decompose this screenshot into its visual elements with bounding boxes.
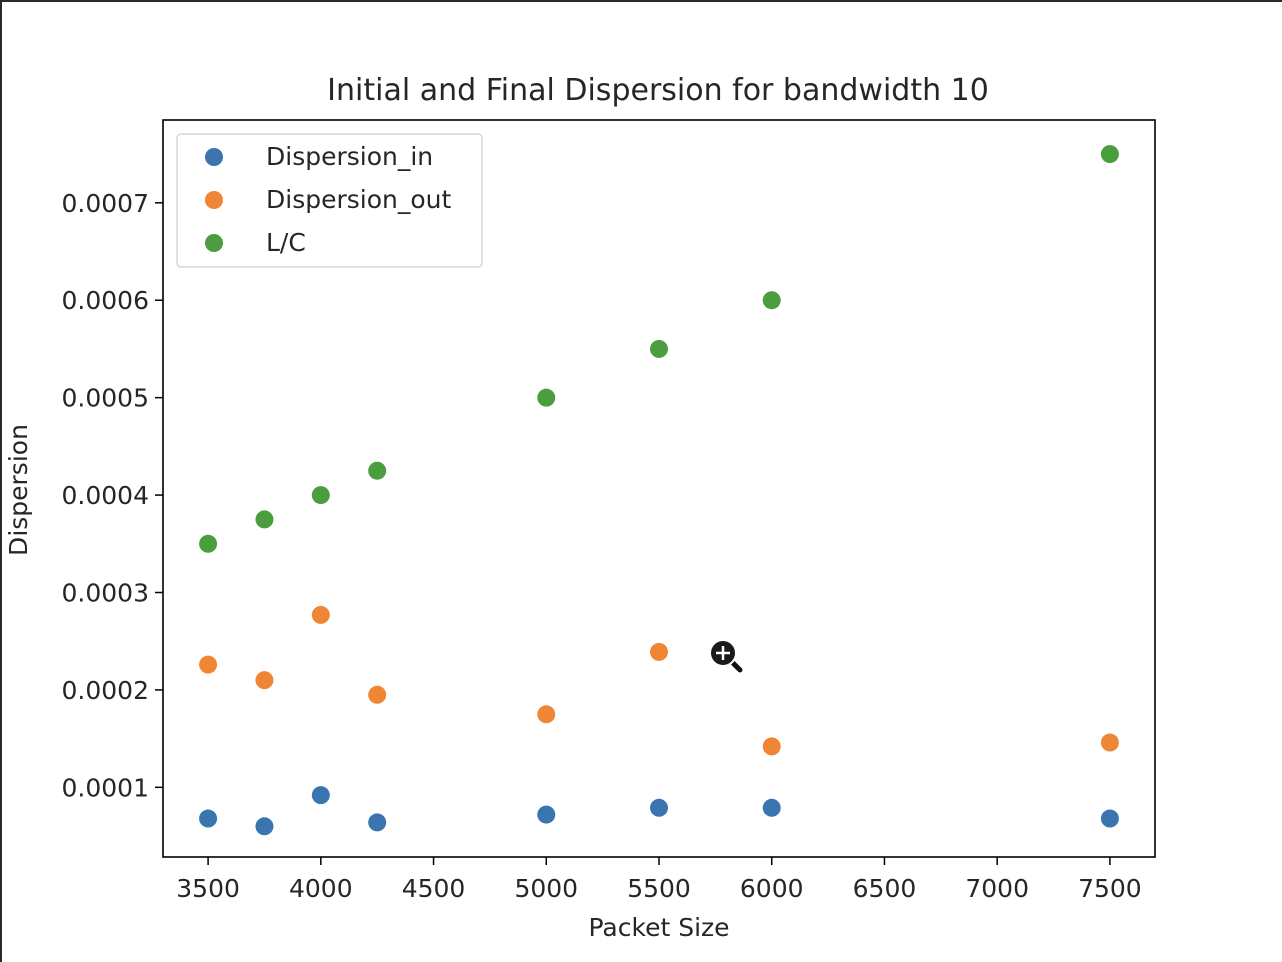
x-tick-label: 5000 [514, 874, 578, 903]
data-point [199, 655, 218, 674]
data-point [368, 813, 387, 832]
y-tick-label: 0.0005 [62, 384, 149, 413]
data-point [255, 817, 274, 836]
x-axis-label: Packet Size [588, 913, 729, 942]
data-point [311, 786, 330, 805]
y-axis-label: Dispersion [4, 424, 33, 556]
window-frame-top [0, 0, 1282, 2]
legend-box [176, 133, 483, 268]
data-point [650, 339, 668, 358]
legend-label: Dispersion_in [266, 142, 433, 171]
data-point [368, 461, 387, 480]
chart-title: Initial and Final Dispersion for bandwid… [327, 73, 989, 108]
x-tick-label: 4000 [289, 874, 353, 903]
data-point [537, 805, 556, 824]
legend-label: L/C [266, 228, 306, 257]
data-point [199, 809, 218, 828]
legend-marker [205, 148, 223, 166]
x-tick-label: 4500 [402, 874, 466, 903]
data-point [537, 388, 556, 407]
x-tick-label: 7000 [965, 874, 1029, 903]
data-point [762, 798, 781, 817]
x-tick-label: 7500 [1078, 874, 1142, 903]
y-tick-label: 0.0007 [62, 189, 149, 218]
data-point [650, 642, 668, 661]
series-2 [199, 145, 1119, 553]
y-tick-label: 0.0003 [62, 578, 149, 607]
data-point [199, 534, 218, 553]
x-tick-label: 6000 [740, 874, 804, 903]
series-0 [199, 786, 1119, 836]
data-point [311, 605, 330, 624]
series-1 [199, 605, 1119, 756]
x-tick-label: 6500 [853, 874, 917, 903]
y-tick-label: 0.0004 [62, 481, 149, 510]
data-point [1100, 145, 1119, 164]
legend-label: Dispersion_out [266, 185, 452, 214]
data-point [255, 671, 274, 690]
x-tick-label: 5500 [627, 874, 691, 903]
y-tick-label: 0.0001 [62, 773, 149, 802]
legend-marker [205, 191, 223, 209]
y-axis: 0.0001 0.0002 0.0003 0.0004 0.0005 0.0006 0.00… [62, 189, 163, 802]
data-point [1100, 809, 1119, 828]
y-tick-label: 0.0006 [62, 286, 149, 315]
legend: Dispersion_in Dispersion_out L/C [176, 133, 483, 268]
data-point [762, 737, 781, 756]
data-point [537, 705, 556, 724]
x-tick-label: 3500 [176, 874, 240, 903]
x-axis: 3500 4000 4500 5000 5500 6000 6500 7000 7500 [176, 857, 1142, 903]
plot-area [199, 145, 1119, 836]
legend-marker [205, 234, 223, 252]
window-frame-left [0, 0, 2, 962]
zoom-in-cursor-icon [709, 639, 743, 673]
data-point [368, 685, 387, 704]
data-point [255, 510, 274, 529]
data-point [650, 798, 668, 817]
data-point [1100, 733, 1119, 752]
data-point [762, 291, 781, 310]
y-tick-label: 0.0002 [62, 676, 149, 705]
data-point [311, 486, 330, 505]
